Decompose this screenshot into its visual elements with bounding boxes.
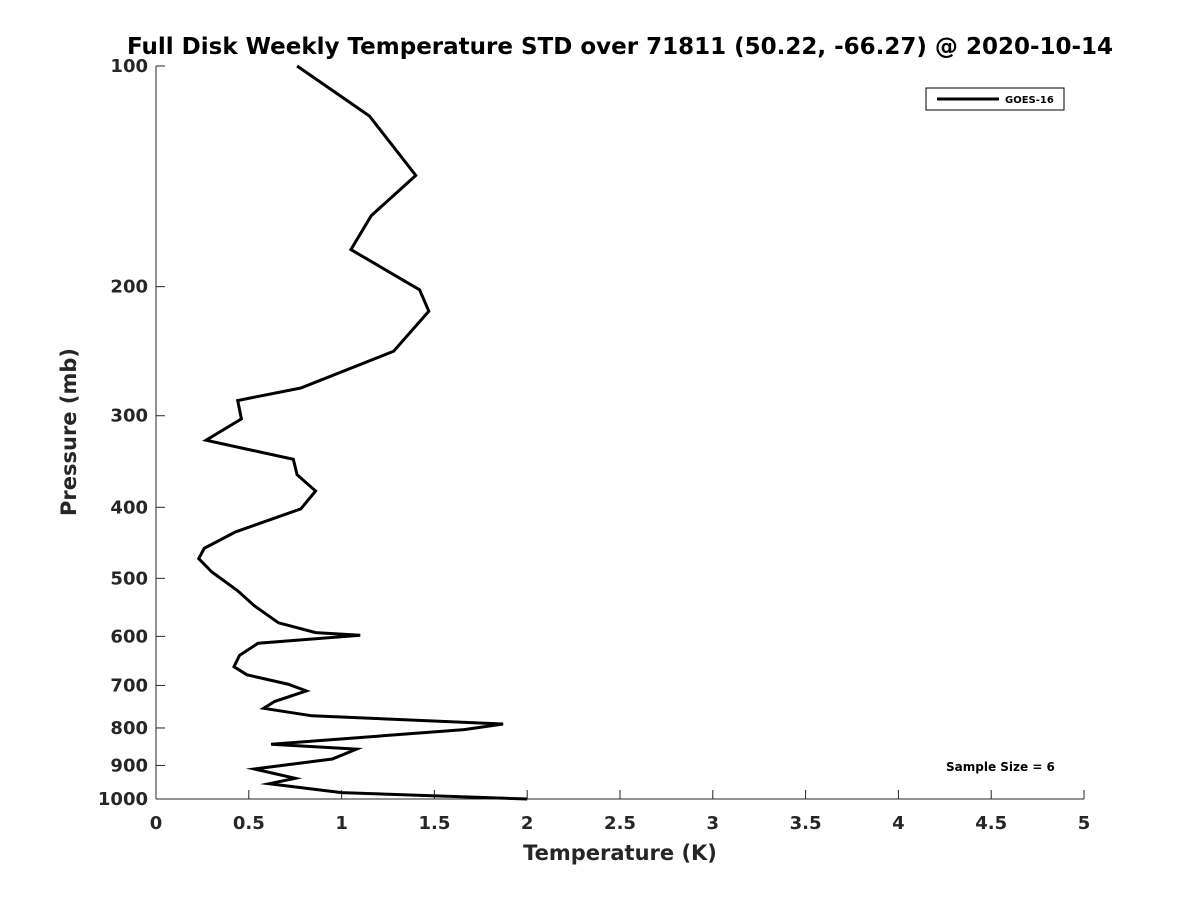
x-tick-label: 1.5 — [418, 813, 450, 834]
x-tick-label: 1 — [335, 813, 348, 834]
x-tick-label: 3.5 — [790, 813, 822, 834]
x-axis-label: Temperature (K) — [523, 841, 717, 865]
x-tick-label: 2 — [521, 813, 534, 834]
y-axis-label: Pressure (mb) — [57, 348, 81, 516]
x-tick-label: 3 — [707, 813, 720, 834]
x-tick-label: 4.5 — [975, 813, 1007, 834]
x-tick-label: 0.5 — [233, 813, 265, 834]
x-tick-label: 0 — [150, 813, 163, 834]
y-tick-label: 400 — [110, 497, 148, 518]
y-tick-label: 900 — [110, 755, 148, 776]
x-tick-label: 5 — [1078, 813, 1091, 834]
y-tick-label: 800 — [110, 718, 148, 739]
sample-size-annotation: Sample Size = 6 — [946, 760, 1055, 774]
legend: GOES-16 — [925, 87, 1065, 111]
y-tick-label: 500 — [110, 568, 148, 589]
y-tick-label: 100 — [110, 56, 148, 77]
y-tick-label: 700 — [110, 675, 148, 696]
y-tick-label: 300 — [110, 406, 148, 427]
x-tick-label: 4 — [892, 813, 905, 834]
y-tick-label: 600 — [110, 626, 148, 647]
chart-title: Full Disk Weekly Temperature STD over 71… — [127, 34, 1113, 60]
series-line-goes-16 — [196, 64, 528, 801]
legend-label-goes-16: GOES-16 — [1005, 95, 1054, 106]
y-tick-label: 200 — [110, 277, 148, 298]
x-tick-label: 2.5 — [604, 813, 636, 834]
y-tick-label: 1000 — [98, 789, 148, 810]
